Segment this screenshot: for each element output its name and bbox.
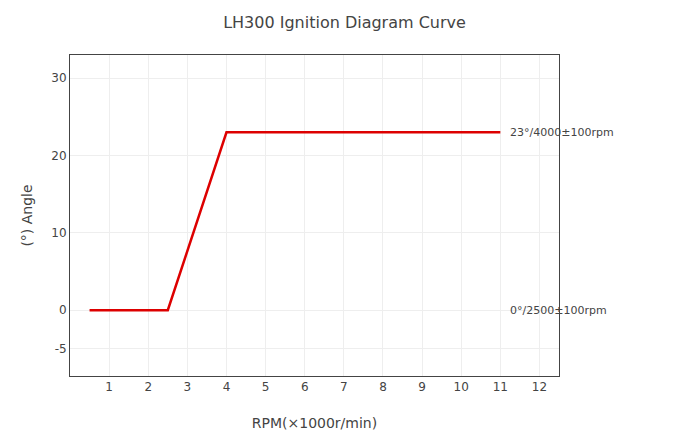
- svg-text:11: 11: [493, 380, 508, 394]
- svg-text:9: 9: [418, 380, 426, 394]
- svg-text:7: 7: [340, 380, 348, 394]
- svg-text:3: 3: [184, 380, 192, 394]
- svg-text:8: 8: [379, 380, 387, 394]
- svg-text:0: 0: [59, 303, 67, 317]
- svg-text:23°/4000±100rpm: 23°/4000±100rpm: [510, 126, 614, 139]
- svg-text:10: 10: [51, 226, 66, 240]
- svg-text:RPM(×1000r/min): RPM(×1000r/min): [252, 415, 377, 431]
- svg-text:(°) Angle: (°) Angle: [19, 184, 35, 246]
- svg-text:-5: -5: [55, 342, 67, 356]
- svg-text:12: 12: [532, 380, 547, 394]
- svg-text:10: 10: [454, 380, 469, 394]
- svg-text:20: 20: [51, 149, 66, 163]
- svg-text:2: 2: [144, 380, 152, 394]
- svg-text:5: 5: [262, 380, 270, 394]
- svg-text:1: 1: [105, 380, 113, 394]
- svg-text:6: 6: [301, 380, 309, 394]
- svg-text:0°/2500±100rpm: 0°/2500±100rpm: [510, 304, 607, 317]
- svg-text:4: 4: [223, 380, 231, 394]
- svg-text:30: 30: [51, 71, 66, 85]
- svg-text:LH300 Ignition Diagram Curve: LH300 Ignition Diagram Curve: [223, 13, 466, 32]
